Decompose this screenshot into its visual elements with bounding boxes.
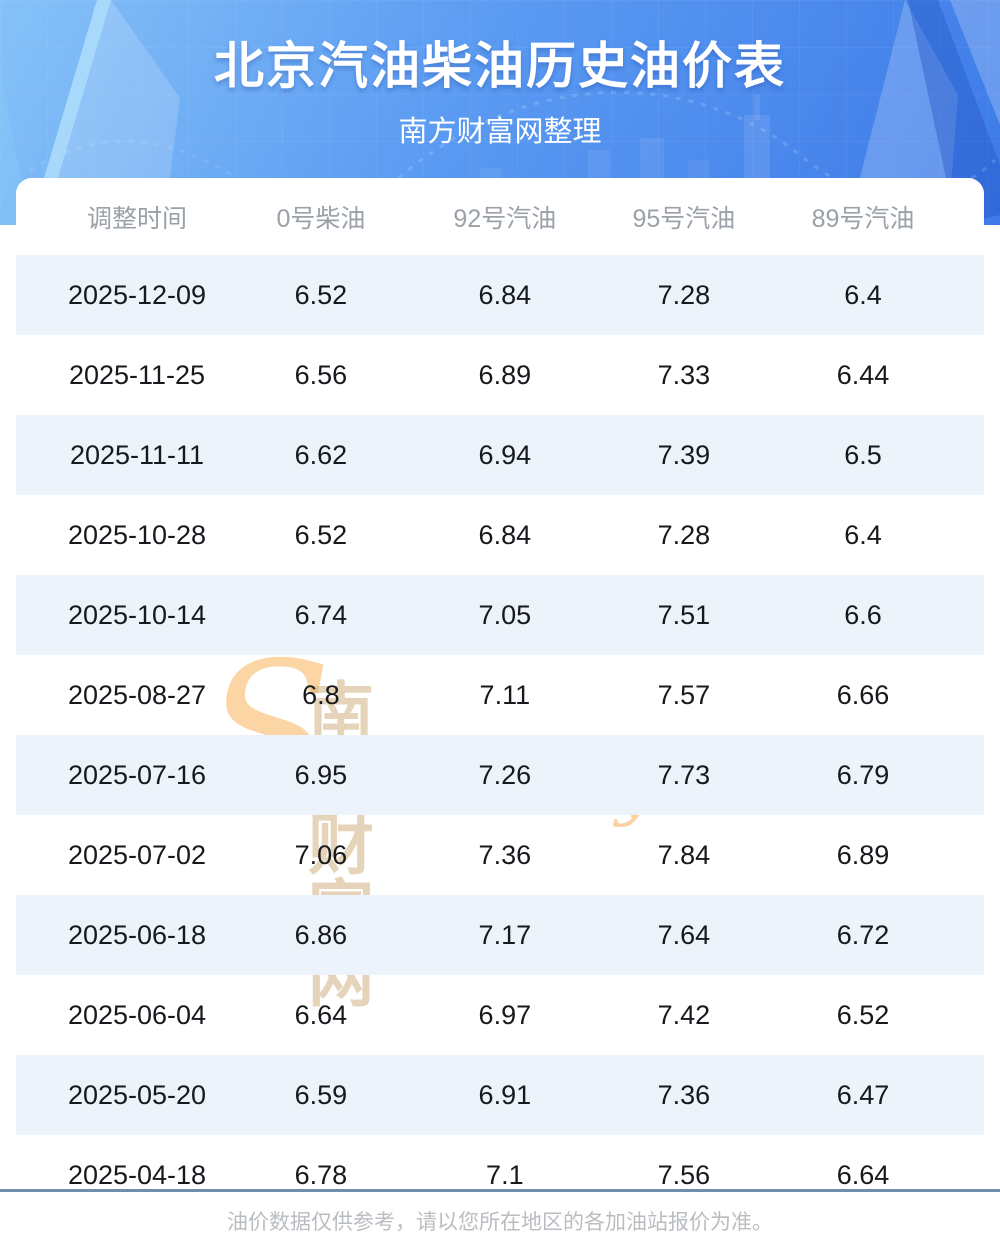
table-cell-date: 2025-07-16 [16,735,258,815]
table-cell-price: 6.84 [478,519,532,550]
table-cell-price: 7.64 [625,895,742,975]
table-cell-price: 6.56 [294,359,348,390]
table-cell-price: 6.52 [294,519,348,550]
table-row: 2025-05-20 6.59 6.91 7.36 6.47 [16,1055,984,1135]
table-cell-price: 7.42 [657,999,711,1030]
table-cell-date: 2025-11-11 [16,415,258,495]
table-cell-price: 6.59 [258,1055,384,1135]
table-cell-price: 6.66 [836,679,890,710]
header-decoration-right [780,0,1000,225]
page-title: 北京汽油柴油历史油价表 [214,38,786,94]
table-cell-price: 6.4 [844,519,882,550]
table-cell-price: 6.8 [302,679,340,710]
table-cell-price: 6.74 [258,575,384,655]
table-row: 2025-10-14 6.74 7.05 7.51 6.6 [16,575,984,655]
price-table: 调整时间 0号柴油 92号汽油 95号汽油 89号汽油 2025-12-09 6.… [16,178,984,1189]
table-header-row: 调整时间 0号柴油 92号汽油 95号汽油 89号汽油 [16,178,984,255]
table-cell-price: 6.84 [383,255,626,335]
table-cell-date: 2025-06-18 [16,895,258,975]
table-cell-price: 6.89 [836,839,890,870]
table-cell-price: 6.44 [836,359,890,390]
table-cell-date: 2025-06-04 [67,999,207,1030]
table-cell-date: 2025-05-20 [16,1055,258,1135]
table-cell-price: 7.36 [478,839,532,870]
column-header-gasoline-95: 95号汽油 [625,178,742,255]
table-cell-price: 7.39 [625,415,742,495]
table-cell-price: 6.6 [741,575,984,655]
table-header: 调整时间 0号柴油 92号汽油 95号汽油 89号汽油 [16,178,984,255]
table-cell-date: 2025-11-25 [68,359,206,390]
table-row: 2025-07-02 7.06 7.36 7.84 6.89 [16,815,984,895]
table-cell-price: 6.62 [258,415,384,495]
table-cell-price: 7.06 [294,839,348,870]
table-cell-price: 6.79 [741,735,984,815]
table-cell-price: 6.52 [836,999,890,1030]
table-cell-date: 2025-10-14 [16,575,258,655]
price-table-card: S 南方财富网 outhmoney.com 调整时间 0号柴油 92号汽油 95… [16,178,984,1189]
table-row: 2025-11-25 6.56 6.89 7.33 6.44 [16,335,984,415]
table-cell-price: 6.86 [258,895,384,975]
table-cell-price: 6.94 [383,415,626,495]
table-cell-price: 7.1 [486,1159,524,1190]
table-cell-price: 7.28 [657,519,711,550]
table-cell-price: 7.28 [625,255,742,335]
column-header-diesel-0: 0号柴油 [258,178,384,255]
table-row: 2025-12-09 6.52 6.84 7.28 6.4 [16,255,984,335]
table-cell-date: 2025-08-27 [67,679,207,710]
column-header-gasoline-89: 89号汽油 [741,178,984,255]
table-cell-price: 6.95 [258,735,384,815]
table-row: 2025-07-16 6.95 7.26 7.73 6.79 [16,735,984,815]
table-cell-price: 7.33 [657,359,711,390]
table-cell-price: 7.36 [625,1055,742,1135]
table-row: 2025-11-11 6.62 6.94 7.39 6.5 [16,415,984,495]
table-cell-price: 6.5 [741,415,984,495]
table-cell-price: 6.47 [741,1055,984,1135]
column-header-adjust-time: 调整时间 [16,178,258,255]
table-row: 2025-06-04 6.64 6.97 7.42 6.52 [16,975,984,1055]
footer-note: 油价数据仅供参考，请以您所在地区的各加油站报价为准。 [227,1211,773,1234]
table-cell-price: 6.91 [383,1055,626,1135]
table-body: 2025-12-09 6.52 6.84 7.28 6.4 2025-11-25 6.56 6… [16,255,984,1189]
table-row: 2025-10-28 6.52 6.84 7.28 6.4 [16,495,984,575]
table-cell-price: 7.11 [479,679,531,710]
table-cell-price: 7.17 [383,895,626,975]
column-header-gasoline-92: 92号汽油 [383,178,626,255]
table-cell-price: 6.52 [258,255,384,335]
table-cell-date: 2025-10-28 [67,519,207,550]
table-cell-price: 7.51 [625,575,742,655]
table-cell-price: 7.26 [383,735,626,815]
table-cell-price: 6.89 [478,359,532,390]
table-cell-price: 7.05 [383,575,626,655]
table-cell-price: 6.4 [741,255,984,335]
page-subtitle: 南方财富网整理 [398,116,602,148]
table-cell-date: 2025-12-09 [16,255,258,335]
table-cell-date: 2025-07-02 [67,839,207,870]
table-cell-price: 6.72 [741,895,984,975]
table-cell-price: 7.73 [625,735,742,815]
table-cell-price: 6.78 [294,1159,348,1190]
table-row: 2025-04-18 6.78 7.1 7.56 6.64 [16,1135,984,1190]
table-cell-price: 6.64 [294,999,348,1030]
table-cell-price: 7.56 [657,1159,711,1190]
table-cell-price: 7.57 [657,679,711,710]
table-row: 2025-08-27 6.8 7.11 7.57 6.66 [16,655,984,735]
table-cell-date: 2025-04-18 [67,1159,207,1190]
table-row: 2025-06-18 6.86 7.17 7.64 6.72 [16,895,984,975]
footer-divider [0,1189,1000,1192]
table-cell-price: 6.64 [836,1159,890,1190]
table-cell-price: 7.84 [657,839,711,870]
table-cell-price: 6.97 [478,999,532,1030]
